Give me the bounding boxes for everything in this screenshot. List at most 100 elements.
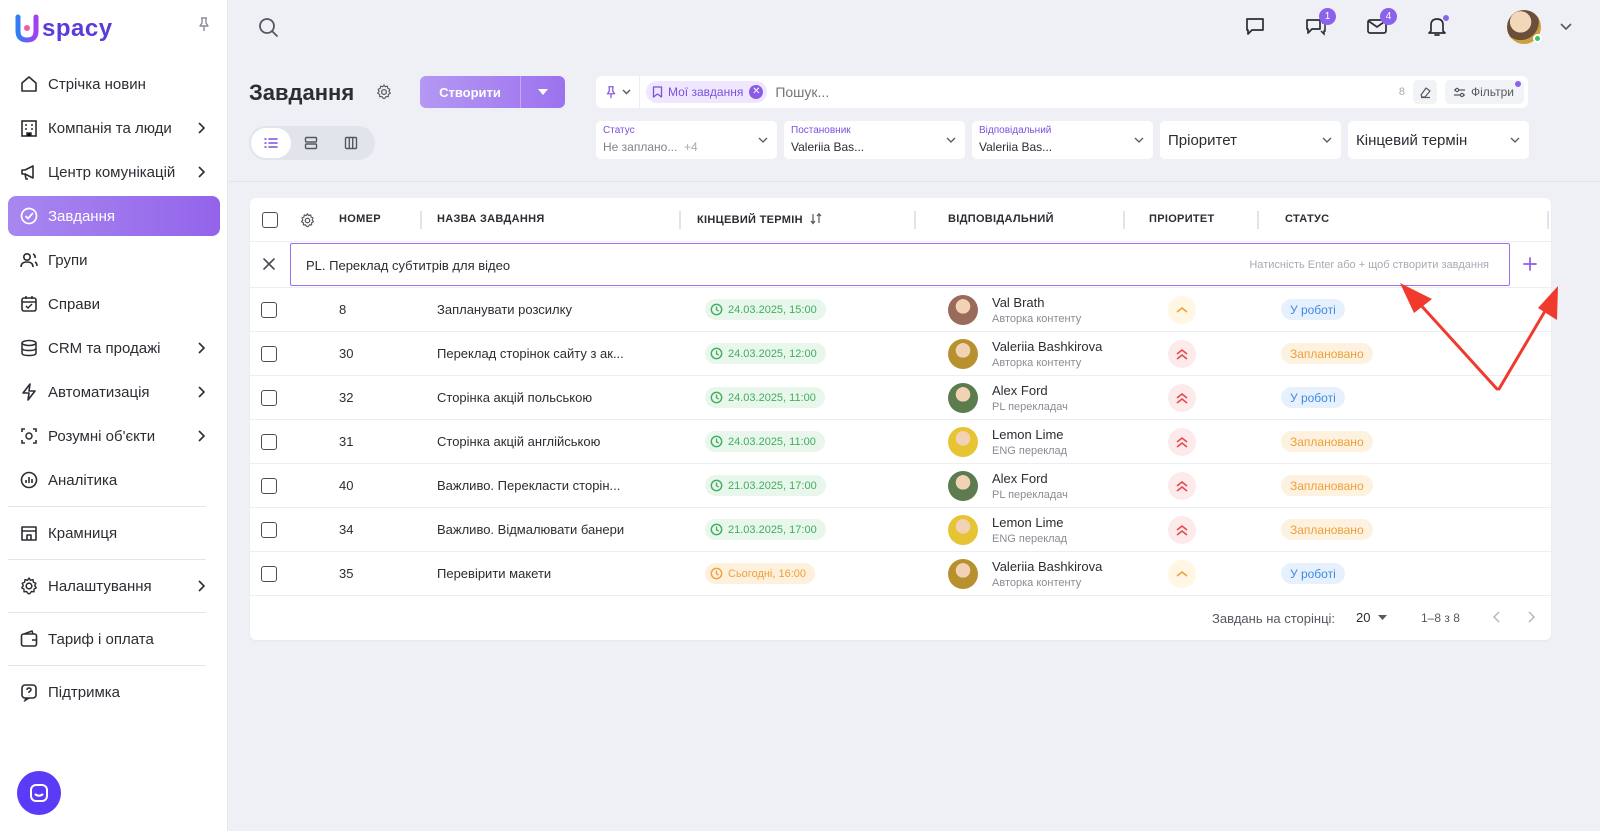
- avatar[interactable]: [948, 427, 978, 457]
- sidebar-item-13[interactable]: Підтримка: [8, 672, 220, 712]
- task-name-link[interactable]: Важливо. Відмалювати банери: [437, 522, 625, 537]
- create-dropdown-toggle[interactable]: [521, 89, 565, 95]
- task-name-link[interactable]: Запланувати розсилку: [437, 302, 572, 317]
- column-deadline[interactable]: КІНЦЕВИЙ ТЕРМІН: [697, 212, 824, 226]
- plus-icon[interactable]: [1522, 256, 1538, 272]
- status-badge[interactable]: Заплановано: [1281, 343, 1373, 364]
- app-logo[interactable]: spacy: [14, 12, 113, 46]
- gear-icon[interactable]: [375, 83, 393, 101]
- status-badge[interactable]: Заплановано: [1281, 431, 1373, 452]
- mail-button[interactable]: 4: [1365, 8, 1397, 38]
- chevron-left-icon[interactable]: [1490, 610, 1504, 624]
- row-checkbox[interactable]: [261, 478, 277, 494]
- avatar[interactable]: [948, 383, 978, 413]
- column-name[interactable]: НАЗВА ЗАВДАННЯ: [437, 213, 545, 225]
- status-badge[interactable]: У роботі: [1281, 563, 1345, 584]
- priority-badge[interactable]: [1168, 296, 1196, 324]
- view-list-button[interactable]: [251, 128, 291, 158]
- status-badge[interactable]: У роботі: [1281, 387, 1345, 408]
- new-task-input[interactable]: PL. Переклад субтитрів для відео Натисні…: [290, 243, 1510, 286]
- task-name-link[interactable]: Переклад сторінок сайту з ак...: [437, 346, 624, 361]
- chip-remove-button[interactable]: ✕: [749, 85, 764, 99]
- sidebar-item-4[interactable]: Групи: [8, 240, 220, 280]
- filters-button[interactable]: Фільтри: [1445, 80, 1524, 104]
- avatar[interactable]: [948, 559, 978, 589]
- status-badge[interactable]: У роботі: [1281, 299, 1345, 320]
- deadline-filter-select[interactable]: Кінцевий термін: [1348, 121, 1529, 159]
- assignee-name[interactable]: Lemon Lime: [992, 515, 1064, 530]
- assignee-name[interactable]: Alex Ford: [992, 471, 1048, 486]
- assignee-filter-select[interactable]: Відповідальний Valeriia Bas...: [972, 121, 1153, 159]
- avatar[interactable]: [948, 471, 978, 501]
- search-icon[interactable]: [257, 16, 279, 38]
- row-checkbox[interactable]: [261, 434, 277, 450]
- avatar[interactable]: [948, 515, 978, 545]
- sidebar-item-7[interactable]: Автоматизація: [8, 372, 220, 412]
- table-row[interactable]: 40 Важливо. Перекласти сторін... 21.03.202…: [250, 464, 1551, 508]
- table-row[interactable]: 30 Переклад сторінок сайту з ак... 24.03.2…: [250, 332, 1551, 376]
- sidebar-item-9[interactable]: Аналітика: [8, 460, 220, 500]
- column-divider[interactable]: [914, 211, 916, 229]
- column-divider[interactable]: [1547, 211, 1549, 229]
- column-status[interactable]: СТАТУС: [1285, 213, 1330, 225]
- status-badge[interactable]: Заплановано: [1281, 519, 1373, 540]
- support-chat-button[interactable]: [17, 771, 61, 815]
- user-avatar[interactable]: [1507, 10, 1542, 44]
- column-divider[interactable]: [1123, 211, 1125, 229]
- clear-filters-button[interactable]: [1413, 80, 1438, 104]
- sidebar-item-2[interactable]: Центр комунікацій: [8, 152, 220, 192]
- chevron-down-icon[interactable]: [1560, 22, 1572, 32]
- status-filter-select[interactable]: Статус Не заплано... +4: [596, 121, 777, 159]
- table-row[interactable]: 35 Перевірити макети Сьогодні, 16:00 Valeri…: [250, 552, 1551, 596]
- table-row[interactable]: 8 Запланувати розсилку 24.03.2025, 15:00 Va…: [250, 288, 1551, 332]
- sidebar-item-12[interactable]: Тариф і оплата: [8, 619, 220, 659]
- column-divider[interactable]: [420, 211, 422, 229]
- task-name-link[interactable]: Сторінка акцій англійською: [437, 434, 601, 449]
- column-divider[interactable]: [679, 211, 681, 229]
- sidebar-item-6[interactable]: CRM та продажі: [8, 328, 220, 368]
- column-priority[interactable]: ПРІОРИТЕТ: [1149, 213, 1215, 225]
- chats-button[interactable]: 1: [1304, 8, 1336, 38]
- chevron-right-icon[interactable]: [1524, 610, 1538, 624]
- messages-button[interactable]: [1243, 14, 1267, 38]
- row-checkbox[interactable]: [261, 302, 277, 318]
- deadline-badge[interactable]: 24.03.2025, 12:00: [705, 343, 826, 364]
- avatar[interactable]: [948, 295, 978, 325]
- status-badge[interactable]: Заплановано: [1281, 475, 1373, 496]
- priority-filter-select[interactable]: Пріоритет: [1160, 121, 1341, 159]
- row-checkbox[interactable]: [261, 566, 277, 582]
- sidebar-item-5[interactable]: Справи: [8, 284, 220, 324]
- avatar[interactable]: [948, 339, 978, 369]
- select-all-checkbox[interactable]: [262, 212, 278, 228]
- assignee-name[interactable]: Lemon Lime: [992, 427, 1064, 442]
- assignee-name[interactable]: Alex Ford: [992, 383, 1048, 398]
- pin-icon[interactable]: [196, 16, 212, 32]
- row-checkbox[interactable]: [261, 522, 277, 538]
- deadline-badge[interactable]: Сьогодні, 16:00: [705, 563, 816, 584]
- deadline-badge[interactable]: 21.03.2025, 17:00: [705, 519, 826, 540]
- row-checkbox[interactable]: [261, 390, 277, 406]
- table-row[interactable]: 32 Сторінка акцій польською 24.03.2025, 11…: [250, 376, 1551, 420]
- table-row[interactable]: 34 Важливо. Відмалювати банери 21.03.2025,…: [250, 508, 1551, 552]
- deadline-badge[interactable]: 24.03.2025, 11:00: [705, 431, 825, 452]
- priority-badge[interactable]: [1168, 384, 1196, 412]
- column-number[interactable]: НОМЕР: [339, 213, 381, 225]
- assignee-name[interactable]: Val Brath: [992, 295, 1045, 310]
- sidebar-item-10[interactable]: Крамниця: [8, 513, 220, 553]
- priority-badge[interactable]: [1168, 472, 1196, 500]
- task-name-link[interactable]: Важливо. Перекласти сторін...: [437, 478, 621, 493]
- task-name-link[interactable]: Сторінка акцій польською: [437, 390, 593, 405]
- deadline-badge[interactable]: 24.03.2025, 11:00: [705, 387, 825, 408]
- assignee-name[interactable]: Valeriia Bashkirova: [992, 559, 1103, 574]
- priority-badge[interactable]: [1168, 516, 1196, 544]
- deadline-badge[interactable]: 24.03.2025, 15:00: [705, 299, 826, 320]
- priority-badge[interactable]: [1168, 428, 1196, 456]
- notifications-button[interactable]: [1425, 14, 1450, 38]
- deadline-badge[interactable]: 21.03.2025, 17:00: [705, 475, 826, 496]
- column-divider[interactable]: [1257, 211, 1259, 229]
- filter-chip-my-tasks[interactable]: Мої завдання ✕: [646, 81, 768, 103]
- view-kanban-button[interactable]: [331, 128, 371, 158]
- table-row[interactable]: 31 Сторінка акцій англійською 24.03.2025, …: [250, 420, 1551, 464]
- sidebar-item-1[interactable]: Компанія та люди: [8, 108, 220, 148]
- search-input[interactable]: [775, 84, 1399, 100]
